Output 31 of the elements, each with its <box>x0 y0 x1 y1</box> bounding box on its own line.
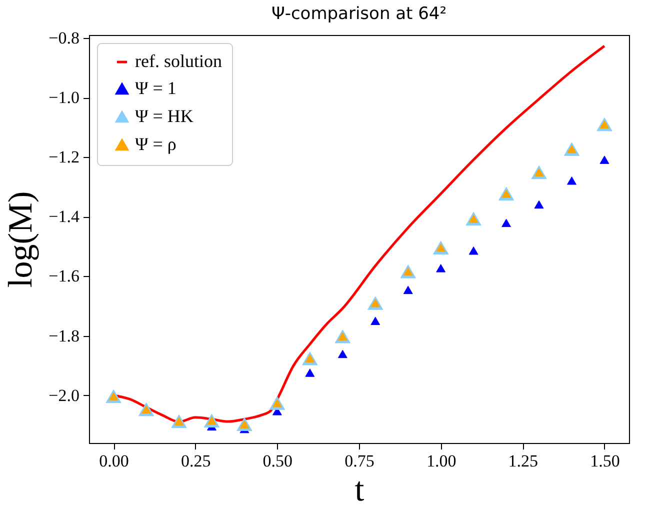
y-tick-label: −2.0 <box>48 386 80 405</box>
y-tick-label: −1.8 <box>48 326 80 346</box>
x-tick-label: 1.50 <box>590 452 620 470</box>
point <box>403 286 413 294</box>
x-axis-title: t <box>354 472 365 508</box>
point <box>305 368 315 377</box>
legend-label: Ψ = HK <box>135 106 194 126</box>
legend-label: ref. solution <box>135 51 222 71</box>
x-tick-label: 0.00 <box>99 452 129 470</box>
point <box>370 316 380 326</box>
y-tick-label: −1.4 <box>48 207 80 226</box>
x-tick-label: 0.25 <box>180 452 211 470</box>
x-tick-label: 1.25 <box>508 452 538 470</box>
point <box>600 156 610 164</box>
x-tick-label: 0.75 <box>344 452 374 470</box>
x-tick-label: 0.50 <box>262 452 293 470</box>
legend-label: Ψ = ρ <box>135 134 176 154</box>
point <box>567 176 576 185</box>
chart-title: Ψ-comparison at 64² <box>271 4 447 24</box>
point <box>468 246 478 255</box>
x-tick-label: 1.00 <box>426 452 456 470</box>
y-tick-label: −1.0 <box>48 88 80 108</box>
point <box>338 350 348 358</box>
point <box>502 218 511 228</box>
point <box>436 264 446 272</box>
y-tick-label: −1.6 <box>48 266 80 286</box>
y-tick-label: −1.2 <box>48 148 80 167</box>
y-tick-label: −0.8 <box>48 28 80 48</box>
legend-label: Ψ = 1 <box>135 78 176 98</box>
y-axis-title: log(M) <box>2 191 40 288</box>
point <box>534 200 544 209</box>
